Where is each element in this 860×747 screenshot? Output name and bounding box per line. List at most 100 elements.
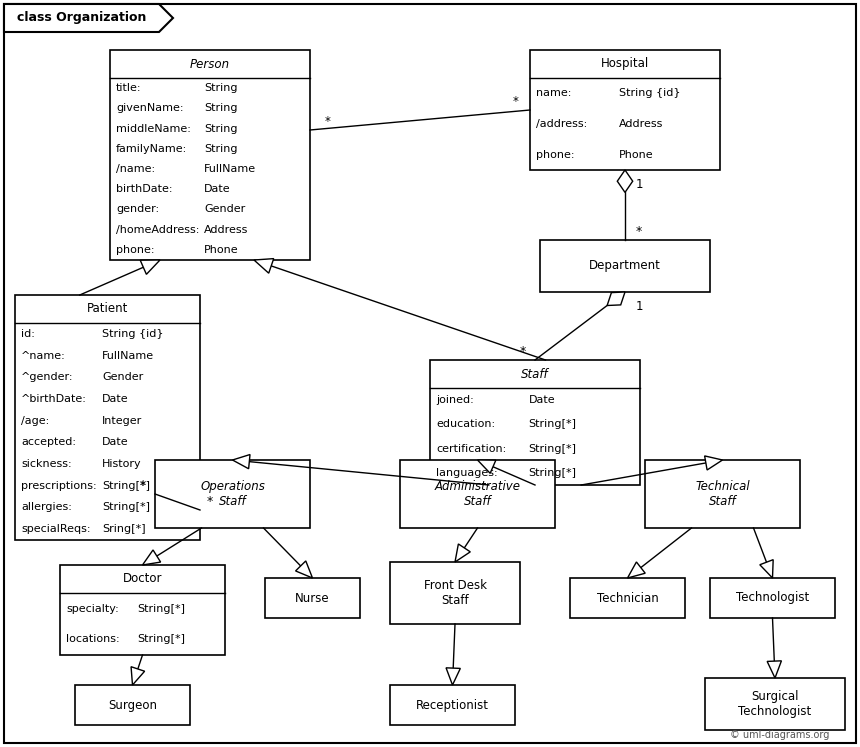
Text: specialReqs:: specialReqs: xyxy=(21,524,90,534)
Text: specialty:: specialty: xyxy=(66,604,119,613)
Text: © uml-diagrams.org: © uml-diagrams.org xyxy=(730,730,830,740)
Polygon shape xyxy=(4,4,173,32)
Text: Hospital: Hospital xyxy=(601,58,649,70)
Bar xyxy=(400,460,555,528)
Text: allergies:: allergies: xyxy=(21,503,72,512)
Text: ^name:: ^name: xyxy=(21,350,65,361)
Text: givenName:: givenName: xyxy=(116,103,183,114)
Text: Receptionist: Receptionist xyxy=(416,698,489,711)
Polygon shape xyxy=(617,170,633,193)
Text: Date: Date xyxy=(102,437,129,447)
Text: Administrative
Staff: Administrative Staff xyxy=(434,480,520,508)
Text: FullName: FullName xyxy=(102,350,154,361)
Text: Staff: Staff xyxy=(521,368,549,380)
Text: String[*]: String[*] xyxy=(102,503,150,512)
Text: Integer: Integer xyxy=(102,415,142,426)
Polygon shape xyxy=(455,544,470,562)
Text: familyName:: familyName: xyxy=(116,143,187,154)
Text: birthDate:: birthDate: xyxy=(116,185,173,194)
Text: Doctor: Doctor xyxy=(123,572,163,586)
Text: 1: 1 xyxy=(636,178,642,190)
Text: Address: Address xyxy=(619,119,664,129)
Text: Gender: Gender xyxy=(204,205,245,214)
Text: locations:: locations: xyxy=(66,634,120,645)
Bar xyxy=(60,565,225,655)
Polygon shape xyxy=(143,550,161,565)
Text: Date: Date xyxy=(529,395,556,405)
Text: Front Desk
Staff: Front Desk Staff xyxy=(423,579,487,607)
Text: /homeAddress:: /homeAddress: xyxy=(116,225,200,235)
Text: certification:: certification: xyxy=(436,444,507,453)
Bar xyxy=(75,685,190,725)
Text: middleName:: middleName: xyxy=(116,123,191,134)
Bar xyxy=(15,295,200,540)
Text: Technician: Technician xyxy=(597,592,659,604)
Text: String: String xyxy=(204,123,237,134)
Polygon shape xyxy=(704,456,722,470)
Polygon shape xyxy=(760,560,773,578)
Text: Gender: Gender xyxy=(102,372,144,382)
Text: String[*]: String[*] xyxy=(529,444,577,453)
Text: ^birthDate:: ^birthDate: xyxy=(21,394,87,404)
Text: String[*]: String[*] xyxy=(529,419,577,430)
Text: String: String xyxy=(204,143,237,154)
Polygon shape xyxy=(140,260,160,274)
Text: FullName: FullName xyxy=(204,164,256,174)
Text: ^gender:: ^gender: xyxy=(21,372,73,382)
Text: History: History xyxy=(102,459,142,469)
Bar xyxy=(155,460,310,528)
Bar xyxy=(530,50,720,170)
Polygon shape xyxy=(477,460,496,474)
Text: String {id}: String {id} xyxy=(102,329,163,339)
Text: *: * xyxy=(520,346,526,359)
Text: *: * xyxy=(325,116,331,128)
Text: String[*]: String[*] xyxy=(138,604,186,613)
Text: /age:: /age: xyxy=(21,415,49,426)
Text: *: * xyxy=(636,226,642,238)
Text: 1: 1 xyxy=(636,300,642,312)
Bar xyxy=(430,360,640,485)
Bar xyxy=(540,240,710,292)
Polygon shape xyxy=(296,561,312,578)
Bar xyxy=(570,578,685,618)
Text: title:: title: xyxy=(116,83,142,93)
Text: joined:: joined: xyxy=(436,395,474,405)
Text: name:: name: xyxy=(536,88,571,99)
Polygon shape xyxy=(446,668,460,685)
Text: /name:: /name: xyxy=(116,164,155,174)
Text: String: String xyxy=(204,83,237,93)
Polygon shape xyxy=(628,562,645,578)
Text: String: String xyxy=(204,103,237,114)
Text: Operations
Staff: Operations Staff xyxy=(200,480,265,508)
Text: sickness:: sickness: xyxy=(21,459,71,469)
Polygon shape xyxy=(131,667,144,685)
Text: Patient: Patient xyxy=(87,303,128,315)
Text: phone:: phone: xyxy=(116,245,155,255)
Text: Sring[*]: Sring[*] xyxy=(102,524,145,534)
Bar xyxy=(390,685,515,725)
Text: String {id}: String {id} xyxy=(619,88,681,99)
Text: class Organization: class Organization xyxy=(17,11,146,25)
Bar xyxy=(645,460,800,528)
Text: *: * xyxy=(513,96,519,108)
Text: Phone: Phone xyxy=(619,149,654,160)
Text: String[*]: String[*] xyxy=(138,634,186,645)
Bar xyxy=(390,562,520,624)
Text: Person: Person xyxy=(190,58,230,70)
Polygon shape xyxy=(254,258,273,273)
Bar xyxy=(710,578,835,618)
Text: Surgical
Technologist: Surgical Technologist xyxy=(739,690,812,718)
Text: Date: Date xyxy=(102,394,129,404)
Text: accepted:: accepted: xyxy=(21,437,76,447)
Text: Address: Address xyxy=(204,225,249,235)
Text: /address:: /address: xyxy=(536,119,587,129)
Text: Department: Department xyxy=(589,259,661,273)
Text: phone:: phone: xyxy=(536,149,574,160)
Text: prescriptions:: prescriptions: xyxy=(21,481,96,491)
Text: id:: id: xyxy=(21,329,35,339)
Text: Surgeon: Surgeon xyxy=(108,698,157,711)
Text: gender:: gender: xyxy=(116,205,159,214)
Text: *: * xyxy=(207,495,213,509)
Polygon shape xyxy=(232,454,250,469)
Text: *: * xyxy=(140,480,146,492)
